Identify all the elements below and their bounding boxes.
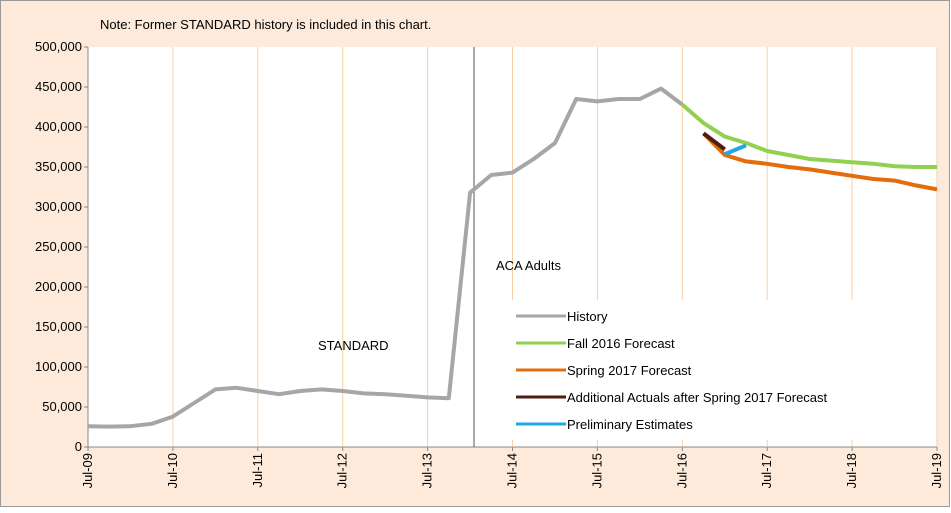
legend-label: Preliminary Estimates: [567, 417, 693, 432]
y-tick-label: 500,000: [35, 39, 82, 54]
y-tick-label: 350,000: [35, 159, 82, 174]
legend-label: History: [567, 309, 608, 324]
x-tick-label: Jul-18: [844, 453, 859, 488]
series-line: [87, 86, 684, 429]
x-tick-label: Jul-09: [80, 453, 95, 488]
legend-label: Spring 2017 Forecast: [567, 363, 692, 378]
series-line: [724, 143, 747, 157]
y-tick-label: 200,000: [35, 279, 82, 294]
legend-label: Additional Actuals after Spring 2017 For…: [567, 390, 828, 405]
annotation: ACA Adults: [496, 258, 562, 273]
x-tick-label: Jul-14: [505, 453, 520, 488]
y-tick-label: 0: [75, 439, 82, 454]
x-tick-label: Jul-15: [589, 453, 604, 488]
series-line: [680, 103, 937, 169]
y-tick-label: 450,000: [35, 79, 82, 94]
x-tick-label: Jul-12: [335, 453, 350, 488]
note: Note: Former STANDARD history is include…: [100, 17, 431, 32]
series-line: [702, 131, 938, 192]
series-line: [702, 131, 727, 151]
y-tick-label: 50,000: [42, 399, 82, 414]
annotation: STANDARD: [318, 338, 389, 353]
y-tick-label: 150,000: [35, 319, 82, 334]
x-tick-label: Jul-13: [420, 453, 435, 488]
legend-box: [505, 300, 912, 440]
x-tick-label: Jul-11: [250, 453, 265, 487]
legend-label: Fall 2016 Forecast: [567, 336, 675, 351]
y-tick-label: 400,000: [35, 119, 82, 134]
x-tick-label: Jul-17: [759, 453, 774, 488]
x-tick-label: Jul-16: [674, 453, 689, 488]
y-tick-label: 300,000: [35, 199, 82, 214]
x-tick-label: Jul-10: [165, 453, 180, 488]
y-tick-label: 100,000: [35, 359, 82, 374]
x-tick-label: Jul-19: [929, 453, 944, 488]
y-tick-label: 250,000: [35, 239, 82, 254]
